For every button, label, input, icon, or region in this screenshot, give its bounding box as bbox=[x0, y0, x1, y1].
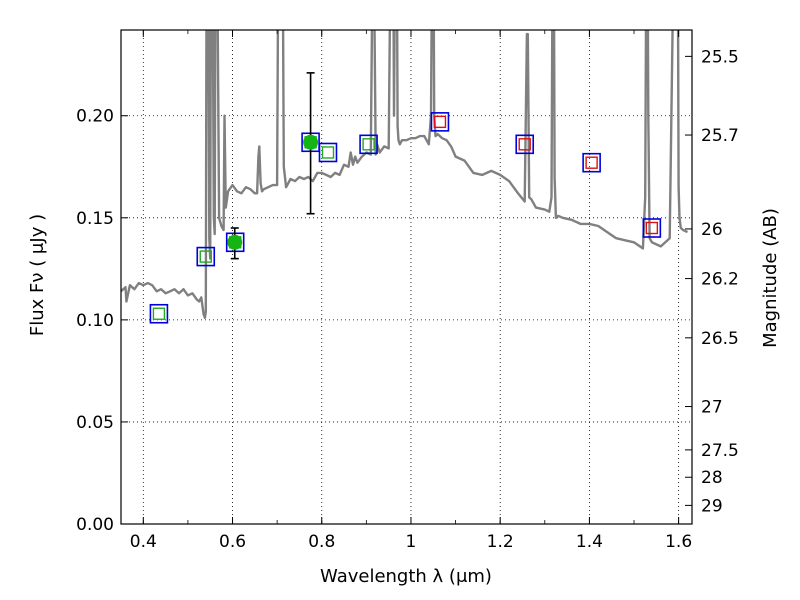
synthetic-flux-inner-square bbox=[321, 146, 335, 159]
synthetic-flux-inner-square bbox=[518, 138, 531, 151]
x-axis-label: Wavelength λ (μm) bbox=[320, 566, 492, 587]
synthetic-flux-inner-square bbox=[199, 250, 212, 263]
y-tick-label: 0.15 bbox=[76, 209, 114, 229]
plot-frame bbox=[120, 29, 693, 525]
mag-tick-label: 26 bbox=[701, 220, 723, 240]
x-tick-label: 1.6 bbox=[665, 532, 692, 552]
synthetic-flux-outer-square bbox=[642, 218, 662, 238]
synthetic-flux-inner-square bbox=[645, 221, 659, 235]
y-tick-label: 0.20 bbox=[76, 107, 114, 127]
mag-tick-label: 27 bbox=[701, 398, 723, 418]
mag-tick-label: 25.5 bbox=[701, 47, 739, 67]
mag-tick-label: 28 bbox=[701, 468, 723, 488]
measured-flux-point bbox=[303, 134, 319, 150]
synthetic-flux-outer-square bbox=[196, 246, 216, 267]
mag-tick-label: 29 bbox=[701, 496, 723, 516]
mag-tick-label: 26.2 bbox=[701, 270, 739, 290]
synthetic-flux-outer-square bbox=[359, 134, 378, 155]
x-tick-label: 0.4 bbox=[130, 532, 157, 552]
magnitude-axis-label: Magnitude (AB) bbox=[760, 208, 781, 348]
y-tick-label: 0.10 bbox=[76, 311, 114, 331]
x-tick-label: 1.2 bbox=[487, 532, 514, 552]
synthetic-flux-outer-square bbox=[430, 112, 450, 132]
synthetic-flux-inner-square bbox=[362, 138, 375, 151]
mag-tick-label: 27.5 bbox=[701, 441, 739, 461]
synthetic-flux-outer-square bbox=[582, 152, 601, 173]
model-spectrum-line bbox=[121, 30, 689, 319]
y-tick-label: 0.00 bbox=[76, 515, 114, 535]
x-tick-label: 0.6 bbox=[219, 532, 246, 552]
mag-tick-label: 26.5 bbox=[701, 329, 739, 349]
y-tick-label: 0.05 bbox=[76, 413, 114, 433]
synthetic-flux-outer-square bbox=[515, 134, 535, 155]
axis-ticks: 0.4 0.6 0.8 1 1.2 1.4 1.6 0.00 0.05 0.10 0.15 0.20 2… bbox=[76, 30, 739, 552]
synthetic-flux-inner-square bbox=[433, 115, 447, 129]
synthetic-flux-inner-square bbox=[585, 156, 598, 169]
x-tick-label: 1.4 bbox=[576, 532, 603, 552]
x-tick-label: 0.8 bbox=[308, 532, 335, 552]
synthetic-flux-outer-square bbox=[318, 142, 338, 163]
photometry-layer bbox=[149, 72, 662, 324]
mag-tick-label: 25.7 bbox=[701, 126, 739, 146]
y-axis-label: Flux Fν ( μJy ) bbox=[27, 214, 48, 336]
model-spectrum-layer bbox=[121, 30, 689, 319]
x-tick-label: 1 bbox=[406, 532, 417, 552]
measured-flux-point bbox=[227, 234, 243, 250]
synthetic-flux-inner-square bbox=[152, 307, 166, 320]
synthetic-flux-outer-square bbox=[149, 303, 169, 324]
